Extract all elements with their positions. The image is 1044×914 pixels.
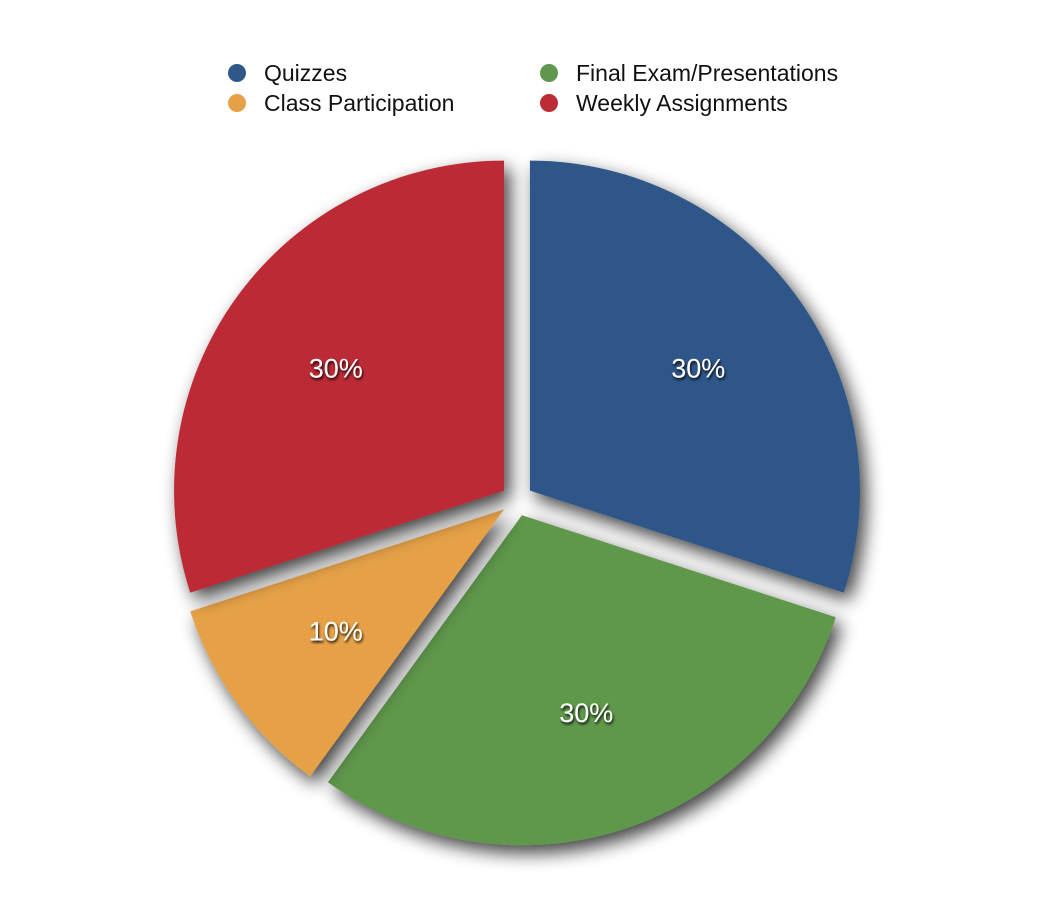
pie-slice-class-participation (190, 509, 505, 777)
legend-item-weekly-assignments: Weekly Assignments (540, 88, 788, 118)
legend-item-class-participation: Class Participation (228, 88, 454, 118)
legend-marker-final-exam (540, 64, 558, 82)
legend-item-quizzes: Quizzes (228, 58, 347, 88)
slice-value-label-class-participation: 10% (309, 617, 363, 647)
legend-label-weekly-assignments: Weekly Assignments (576, 89, 788, 116)
chart-legend: Quizzes Class Participation Final Exam/P… (228, 58, 928, 122)
pie-slice-final-exam-presentations (327, 515, 836, 846)
slice-value-label-final-exam-presentations: 30% (559, 698, 613, 728)
pie-slice-weekly-assignments (174, 160, 505, 593)
legend-label-quizzes: Quizzes (264, 59, 348, 86)
legend-marker-weekly-assignments (540, 94, 558, 112)
pie-slices (174, 160, 860, 846)
slice-value-label-quizzes: 30% (671, 353, 725, 383)
legend-item-final-exam: Final Exam/Presentations (540, 58, 838, 88)
slice-value-label-weekly-assignments: 30% (309, 353, 363, 383)
pie-slice-quizzes (529, 160, 860, 593)
pie-value-labels: 30% 30% 10% 30% (309, 353, 725, 728)
legend-marker-quizzes (228, 64, 246, 82)
legend-label-final-exam: Final Exam/Presentations (576, 59, 839, 86)
legend-label-class-participation: Class Participation (264, 89, 455, 116)
legend-marker-class-participation (228, 94, 246, 112)
